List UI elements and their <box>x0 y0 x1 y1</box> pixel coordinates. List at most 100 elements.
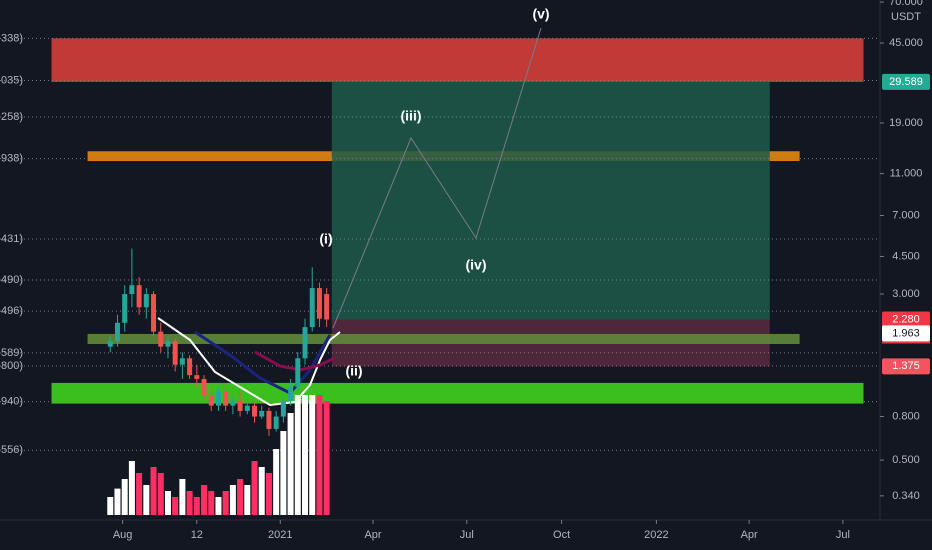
volume-bar <box>280 431 287 515</box>
y-tick-label: 4.500 <box>892 250 920 262</box>
volume-bar <box>150 467 157 515</box>
x-tick-label: 12 <box>191 529 203 541</box>
wave-label: (v) <box>532 6 549 22</box>
candle-body <box>136 285 142 308</box>
wave-label: (ii) <box>345 363 362 379</box>
volume-bar <box>201 485 208 515</box>
candle-body <box>302 327 308 359</box>
y-tick-label: 45.000 <box>889 37 923 49</box>
volume-bar <box>273 449 280 515</box>
volume-bar <box>157 473 164 515</box>
candle-body <box>316 288 322 319</box>
price-tag-label: 29.589 <box>889 76 923 88</box>
volume-bar <box>114 488 121 515</box>
candle-body <box>151 294 157 332</box>
volume-bar <box>164 491 171 515</box>
wave-path <box>332 27 542 329</box>
volume-bar <box>265 473 272 515</box>
volume-bar <box>107 497 114 515</box>
candle-body <box>143 294 149 308</box>
volume-bar <box>229 485 236 515</box>
x-tick-label: Jul <box>836 529 850 541</box>
volume-bar <box>121 479 128 515</box>
zone <box>51 38 864 82</box>
x-tick-label: 2021 <box>268 529 292 541</box>
candle-body <box>201 378 207 396</box>
volume-bar <box>172 497 179 515</box>
levels <box>0 37 880 451</box>
volume-bar <box>143 485 150 515</box>
volume-bar <box>237 479 244 515</box>
volume-bar <box>186 491 193 515</box>
candle-body <box>208 395 214 406</box>
x-tick-label: Jul <box>460 529 474 541</box>
y-tick-label: 7.000 <box>892 209 920 221</box>
candle-body <box>107 341 113 347</box>
candle-body <box>122 294 128 323</box>
volume-bar <box>258 467 265 515</box>
x-tick-label: 2022 <box>644 529 668 541</box>
level-label: 800) <box>1 360 23 372</box>
candle-body <box>165 341 171 347</box>
price-tag <box>882 311 930 328</box>
candle-body <box>309 288 315 328</box>
candle-body <box>215 391 221 406</box>
volume-bar <box>244 485 251 515</box>
candle-body <box>237 400 243 411</box>
ma-navy <box>194 330 332 395</box>
price-tag <box>882 73 930 90</box>
zone <box>87 333 800 344</box>
candle-body <box>252 405 258 417</box>
candle-body <box>179 358 185 365</box>
candle-body <box>129 285 135 295</box>
wave-label: (iii) <box>401 108 422 124</box>
candle-body <box>187 358 193 376</box>
y-tick-label: 0.340 <box>892 490 920 502</box>
volume-bar <box>309 395 316 515</box>
candle-body <box>172 341 178 365</box>
y-tick-label: 3.000 <box>892 288 920 300</box>
volume-bar <box>128 461 135 515</box>
candle-body <box>158 331 164 347</box>
level-label: 496) <box>1 305 23 317</box>
price-tag <box>882 325 930 342</box>
candle-body <box>223 391 229 406</box>
candle-body <box>288 387 294 401</box>
volume-bar <box>251 461 258 515</box>
price-tag <box>882 358 930 375</box>
wave-label: (iv) <box>466 257 487 273</box>
volume-bar <box>179 479 186 515</box>
volume-bar <box>136 473 143 515</box>
y-tick-label: 19.000 <box>889 117 923 129</box>
price-tag-label: 1.963 <box>892 327 920 339</box>
level-label: 258) <box>1 111 23 123</box>
level-label: 589) <box>1 347 23 359</box>
volume <box>107 395 330 515</box>
x-tick-label: Aug <box>113 529 133 541</box>
level-label: 338) <box>1 32 23 44</box>
zone <box>51 382 864 404</box>
volume-bar <box>208 491 215 515</box>
volume-bar <box>316 395 323 515</box>
level-label: 035) <box>1 74 23 86</box>
volume-bar <box>222 491 229 515</box>
level-label: 938) <box>1 152 23 164</box>
candle-body <box>266 410 272 429</box>
y-tick-label: 0.500 <box>892 454 920 466</box>
price-tag-label: 1.375 <box>892 360 920 372</box>
candle-body <box>230 400 236 406</box>
y-tick-label: 0.800 <box>892 410 920 422</box>
candle-body <box>295 358 301 388</box>
wave-label: (i) <box>319 231 332 247</box>
candle-body <box>114 322 120 342</box>
volume-bar <box>215 497 222 515</box>
candles <box>107 248 330 436</box>
volume-bar <box>287 413 294 515</box>
x-tick-label: Apr <box>364 529 381 541</box>
candle-body <box>194 375 200 379</box>
x-tick-label: Oct <box>553 529 570 541</box>
candle-body <box>259 410 265 417</box>
volume-bar <box>294 395 301 515</box>
